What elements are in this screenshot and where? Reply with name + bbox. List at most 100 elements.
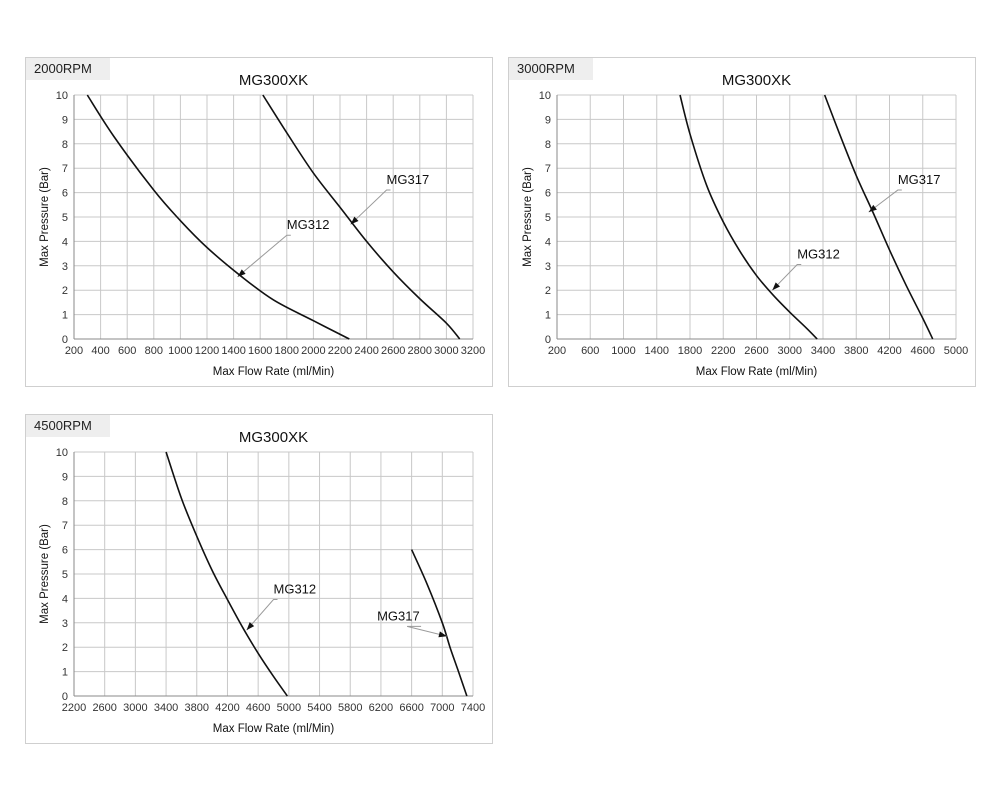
y-tick-label: 6 [62, 188, 68, 200]
y-tick-label: 9 [62, 471, 68, 483]
x-tick-label: 600 [118, 345, 136, 357]
y-tick-label: 3 [545, 261, 551, 273]
x-tick-label: 1000 [611, 345, 635, 357]
x-tick-label: 5800 [338, 702, 362, 714]
series-line-mg312 [86, 94, 350, 340]
x-tick-label: 3800 [844, 345, 868, 357]
chart-panel-2000rpm: 2000RPM MG300XK 200 400 600 800 1000 1200 1400 1… [25, 57, 493, 387]
y-tick-label: 8 [545, 139, 551, 151]
y-tick-label: 1 [62, 667, 68, 679]
panel-label: 2000RPM [26, 58, 110, 80]
x-tick-label: 2000 [301, 345, 325, 357]
y-tick-label: 6 [62, 545, 68, 557]
y-tick-label: 5 [62, 212, 68, 224]
chart-title: MG300XK [239, 429, 308, 446]
x-tick-label: 4600 [911, 345, 935, 357]
y-tick-label: 10 [56, 447, 68, 459]
panel-label: 4500RPM [26, 415, 110, 437]
x-axis-label: Max Flow Rate (ml/Min) [213, 723, 335, 735]
x-tick-label: 3000 [123, 702, 147, 714]
series-line-mg317 [262, 94, 461, 340]
x-tick-label: 2600 [744, 345, 768, 357]
y-tick-label: 9 [545, 114, 551, 126]
x-tick-label: 3400 [154, 702, 178, 714]
x-tick-label: 1800 [678, 345, 702, 357]
callout-arrow-mg312 [237, 269, 246, 277]
callout-arrow-mg317 [868, 204, 877, 213]
y-tick-label: 0 [545, 334, 551, 346]
y-tick-label: 6 [545, 188, 551, 200]
y-tick-label: 4 [545, 236, 551, 248]
y-axis-label: Max Pressure (Bar) [39, 167, 51, 267]
callout-arrow-mg317 [438, 631, 447, 638]
callout-arrow-mg317 [350, 216, 359, 225]
x-tick-label: 5000 [277, 702, 301, 714]
y-tick-label: 0 [62, 334, 68, 346]
callout-leader-mg317 [350, 189, 391, 225]
y-tick-label: 2 [545, 285, 551, 297]
x-tick-label: 200 [65, 345, 83, 357]
y-tick-label: 8 [62, 496, 68, 508]
callout-leader-mg317 [868, 189, 902, 213]
chart-panel-3000rpm: 3000RPM MG300XK 200 600 1000 1400 1800 2200 260… [508, 57, 976, 387]
callout-arrow-mg312 [246, 622, 255, 631]
x-tick-label: 2600 [92, 702, 116, 714]
x-tick-label: 1400 [221, 345, 245, 357]
y-tick-label: 8 [62, 139, 68, 151]
x-tick-label: 6200 [369, 702, 393, 714]
series-line-mg312 [679, 94, 818, 340]
x-tick-label: 4600 [246, 702, 270, 714]
x-tick-label: 1600 [248, 345, 272, 357]
series-label-mg317: MG317 [898, 172, 941, 187]
chart-title: MG300XK [722, 72, 791, 89]
x-tick-label: 3000 [778, 345, 802, 357]
x-tick-label: 2200 [711, 345, 735, 357]
x-tick-label: 3000 [434, 345, 458, 357]
series-line-mg317 [823, 94, 934, 340]
callout-leader-mg312 [237, 234, 291, 278]
chart-4500rpm: MG300XK 2200 2600 3000 3400 3800 4200 4600 5000 5… [39, 429, 485, 735]
series-label-mg317: MG317 [387, 172, 430, 187]
x-tick-label: 1800 [275, 345, 299, 357]
x-tick-label: 4200 [877, 345, 901, 357]
y-tick-label: 1 [545, 310, 551, 322]
x-tick-label: 2200 [62, 702, 86, 714]
x-tick-label: 5400 [307, 702, 331, 714]
y-tick-label: 3 [62, 618, 68, 630]
x-tick-label: 4200 [215, 702, 239, 714]
chart-title: MG300XK [239, 72, 308, 89]
y-tick-label: 5 [62, 569, 68, 581]
y-tick-label: 4 [62, 593, 68, 605]
y-axis-label: Max Pressure (Bar) [39, 524, 51, 624]
x-tick-label: 200 [548, 345, 566, 357]
y-tick-label: 10 [539, 90, 551, 102]
x-tick-label: 5000 [944, 345, 968, 357]
x-axis-label: Max Flow Rate (ml/Min) [213, 366, 335, 378]
x-tick-label: 7400 [461, 702, 485, 714]
y-tick-label: 2 [62, 285, 68, 297]
series-label-mg312: MG312 [797, 246, 840, 261]
y-tick-label: 4 [62, 236, 68, 248]
x-tick-label: 2200 [328, 345, 352, 357]
series-line-mg312 [165, 451, 288, 697]
callout-arrow-mg312 [772, 282, 781, 291]
panel-label: 3000RPM [509, 58, 593, 80]
x-tick-label: 7000 [430, 702, 454, 714]
series-label-mg312: MG312 [274, 582, 317, 597]
x-tick-label: 3200 [461, 345, 485, 357]
y-tick-label: 5 [545, 212, 551, 224]
y-tick-label: 3 [62, 261, 68, 273]
y-tick-label: 10 [56, 90, 68, 102]
x-tick-label: 3800 [185, 702, 209, 714]
x-tick-label: 400 [91, 345, 109, 357]
y-tick-label: 2 [62, 642, 68, 654]
x-tick-label: 1000 [168, 345, 192, 357]
y-tick-label: 7 [545, 163, 551, 175]
callout-leader-mg312 [246, 599, 278, 631]
x-tick-label: 2600 [381, 345, 405, 357]
y-tick-label: 9 [62, 114, 68, 126]
x-tick-label: 800 [145, 345, 163, 357]
y-tick-label: 7 [62, 520, 68, 532]
